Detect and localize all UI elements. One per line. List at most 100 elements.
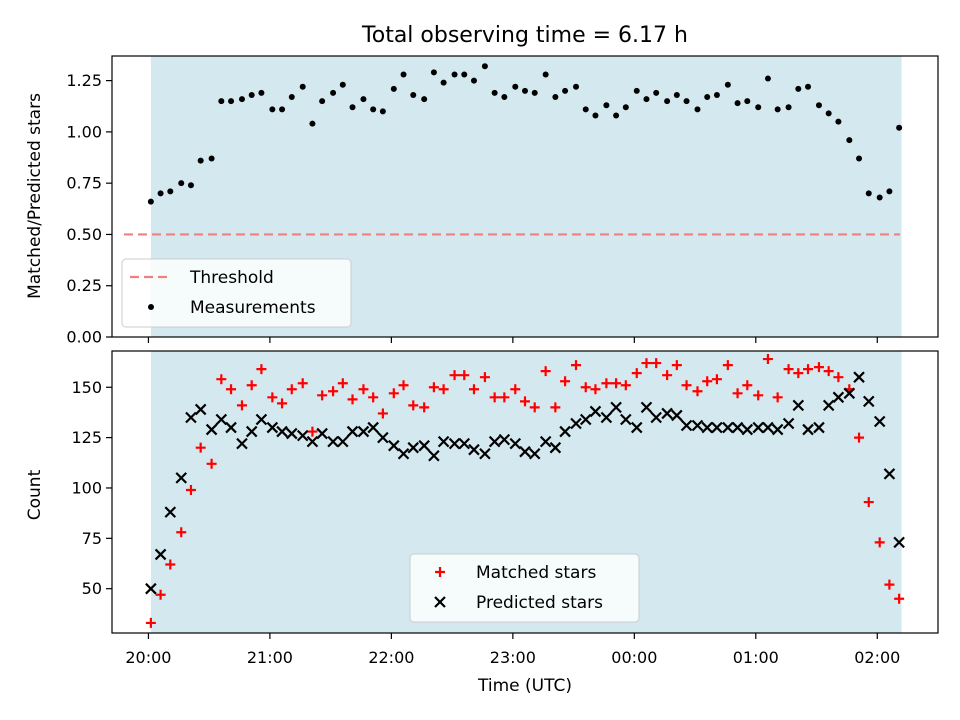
predicted-star-point	[255, 413, 268, 426]
matched-star-point	[479, 372, 490, 383]
measurement-point	[512, 83, 519, 90]
matched-star-point	[510, 384, 521, 395]
predicted-star-point	[771, 423, 784, 436]
measurement-point	[542, 71, 549, 78]
matched-star-point	[711, 374, 722, 385]
matched-star-point	[286, 384, 297, 395]
measurement-point	[279, 106, 286, 113]
matched-star-point	[894, 593, 905, 604]
matched-star-point	[783, 364, 794, 375]
matched-star-point	[772, 392, 783, 403]
bottom-panel: 50 75 100 125 150 20:00 21:00 22:00 23:00 00:00 01…	[71, 350, 939, 667]
predicted-star-point	[802, 423, 814, 436]
predicted-star-point	[731, 421, 744, 434]
matched-star-point	[176, 527, 187, 538]
bottom-frame	[111, 350, 939, 634]
bottom-y-tick-label: 150	[71, 378, 102, 397]
matched-star-point	[762, 354, 773, 365]
x-axis-label: Time (UTC)	[477, 676, 572, 696]
matched-star-point	[307, 426, 318, 437]
measurement-point	[876, 194, 883, 201]
top-panel: 0.00 0.25 0.50 0.75 1.00 1.25 Threshold Measure…	[66, 55, 939, 347]
x-tick-label: 02:00	[854, 648, 900, 667]
matched-star-point	[195, 442, 206, 453]
measurement-point	[856, 155, 863, 162]
matched-star-point	[419, 402, 430, 413]
predicted-star-point	[437, 435, 450, 448]
matched-star-point	[793, 368, 804, 379]
predicted-star-point	[397, 447, 410, 460]
predicted-star-point	[205, 423, 218, 436]
measurement-point	[360, 96, 367, 103]
predicted-star-point	[843, 387, 856, 400]
measurement-point	[258, 89, 265, 96]
predicted-star-point	[357, 425, 370, 438]
matched-star-point	[671, 360, 682, 371]
measurement-point	[269, 106, 276, 113]
predicted-star-point	[266, 421, 279, 434]
predicted-star-point	[650, 411, 662, 424]
matched-star-point	[185, 484, 196, 495]
measurement-point	[562, 87, 569, 94]
measurement-point	[187, 182, 194, 189]
measurement-point	[896, 124, 903, 131]
measurement-point	[218, 98, 225, 105]
measurement-point	[522, 87, 528, 94]
measurement-point	[724, 81, 731, 88]
predicted-star-point	[883, 468, 896, 480]
predicted-star-point	[600, 411, 613, 424]
measurement-point	[552, 94, 559, 101]
legend-predicted-label: Predicted stars	[476, 593, 603, 613]
measurement-point	[461, 71, 468, 78]
predicted-star-point	[661, 407, 673, 420]
matched-star-point	[560, 376, 571, 387]
predicted-star-point	[671, 409, 683, 422]
legend-measurements-label: Measurements	[190, 298, 316, 318]
predicted-star-point	[570, 417, 582, 430]
predicted-star-point	[346, 425, 359, 438]
predicted-star-point	[498, 433, 511, 446]
measurement-point	[774, 106, 781, 113]
predicted-star-point	[306, 435, 319, 448]
predicted-star-point	[832, 391, 845, 404]
matched-star-point	[620, 380, 631, 391]
matched-star-point	[611, 378, 622, 389]
matched-star-point	[256, 364, 267, 375]
measurement-point	[573, 83, 580, 90]
predicted-star-point	[245, 425, 258, 438]
matched-star-point	[145, 617, 156, 628]
measurement-point	[683, 98, 690, 105]
measurement-point	[835, 118, 842, 125]
matched-star-point	[267, 392, 278, 403]
predicted-star-point	[448, 437, 461, 450]
matched-star-point	[833, 372, 844, 383]
matched-star-point	[246, 380, 257, 391]
predicted-star-point	[509, 437, 522, 450]
matched-star-point	[297, 378, 308, 389]
matched-star-point	[468, 384, 479, 395]
matched-star-point	[662, 370, 673, 381]
predicted-star-point	[388, 439, 400, 452]
matched-star-point	[347, 394, 358, 405]
predicted-star-point	[185, 411, 197, 424]
measurement-point	[592, 112, 599, 119]
measurement-point	[633, 87, 640, 94]
measurement-point	[643, 96, 650, 103]
top-y-tick-label: 0.25	[66, 276, 102, 295]
matched-star-point	[641, 358, 652, 369]
matched-star-point	[368, 392, 379, 403]
predicted-star-point	[479, 447, 491, 460]
matched-star-point	[499, 392, 510, 403]
predicted-star-point	[175, 472, 188, 484]
chart-title: Total observing time = 6.17 h	[361, 23, 688, 48]
matched-star-point	[155, 589, 166, 600]
measurement-point	[805, 83, 812, 90]
legend-matched-swatch	[435, 567, 445, 577]
matched-star-point	[337, 378, 348, 389]
predicted-star-point	[488, 435, 501, 448]
matched-star-point	[601, 378, 612, 389]
predicted-star-point	[822, 399, 835, 412]
measurement-point	[704, 94, 711, 101]
matched-star-point	[165, 559, 176, 570]
